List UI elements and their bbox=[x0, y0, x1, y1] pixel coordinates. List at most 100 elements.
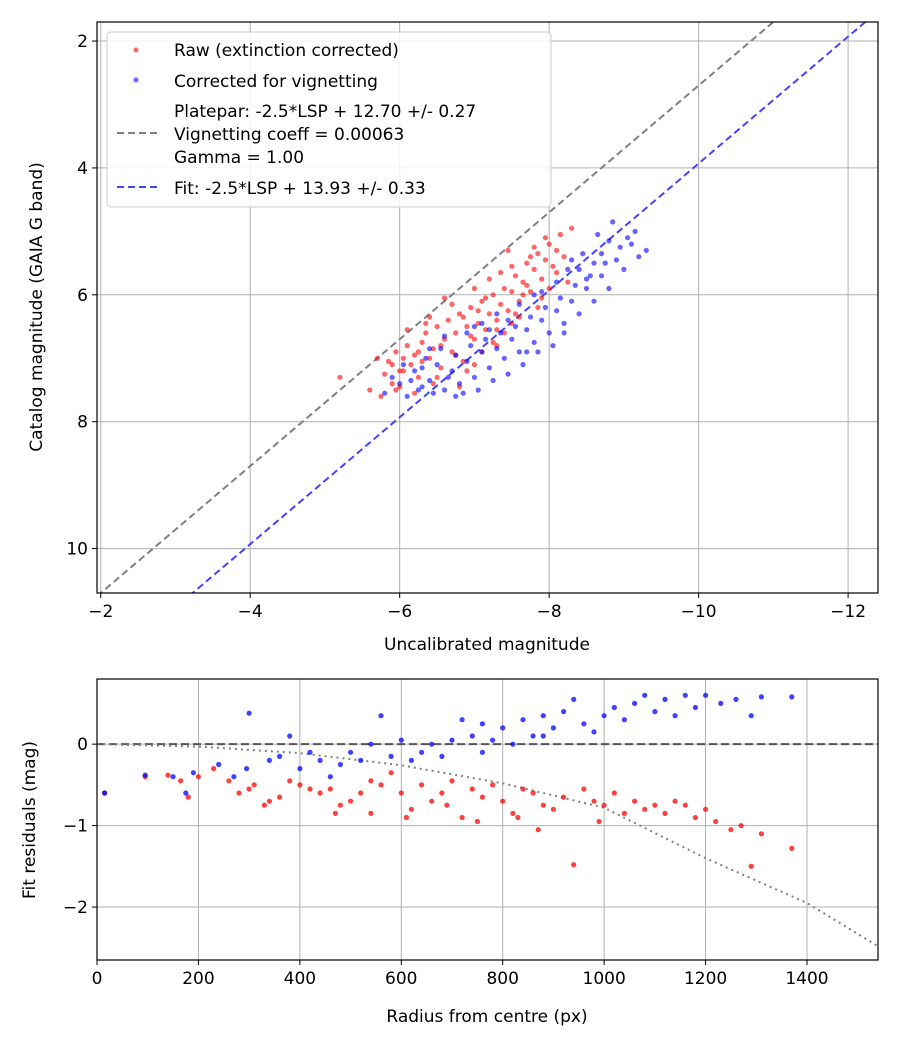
top-chart-point bbox=[572, 282, 578, 288]
bottom-chart-point bbox=[183, 790, 189, 796]
top-chart-point bbox=[385, 358, 392, 364]
bottom-chart-point bbox=[277, 753, 283, 760]
top-chart-point bbox=[423, 330, 429, 336]
bottom-chart-point bbox=[748, 863, 754, 869]
bottom-chart-point bbox=[178, 778, 184, 784]
top-chart-point bbox=[583, 285, 590, 292]
bottom-chart-y-tick-label: 0 bbox=[77, 735, 88, 755]
top-chart-point bbox=[531, 244, 537, 250]
bottom-chart-point bbox=[261, 802, 267, 808]
bottom-chart-point bbox=[419, 782, 425, 788]
top-chart-point bbox=[400, 355, 406, 361]
bottom-chart-series-raw bbox=[102, 766, 795, 869]
bottom-chart-x-tick-label: 1400 bbox=[785, 969, 828, 989]
bottom-chart-point bbox=[358, 790, 364, 796]
bottom-chart-point bbox=[317, 790, 323, 796]
bottom-chart-point bbox=[358, 757, 364, 764]
top-chart-point bbox=[595, 231, 601, 238]
top-chart-point bbox=[591, 298, 597, 304]
bottom-chart-series-corrected bbox=[102, 692, 795, 796]
legend-marker-raw bbox=[133, 47, 139, 53]
bottom-chart-point bbox=[231, 774, 237, 780]
top-chart-point bbox=[430, 381, 436, 387]
bottom-chart-point bbox=[287, 778, 293, 784]
bottom-chart-point bbox=[703, 806, 709, 812]
top-chart-point bbox=[542, 257, 549, 263]
bottom-chart-point bbox=[444, 802, 450, 808]
bottom-chart-point bbox=[277, 794, 283, 800]
bottom-chart-point bbox=[368, 810, 374, 817]
bottom-chart-point bbox=[398, 790, 404, 796]
top-chart-point bbox=[408, 362, 414, 368]
top-chart-point bbox=[524, 282, 530, 288]
top-chart-x-tick-label: −2 bbox=[88, 602, 113, 622]
bottom-chart-point bbox=[327, 786, 333, 792]
top-chart-point bbox=[412, 368, 418, 374]
bottom-chart-point bbox=[520, 717, 526, 723]
bottom-chart-point bbox=[266, 757, 272, 764]
bottom-chart-point bbox=[332, 810, 338, 817]
bottom-chart-vignetting-curve bbox=[97, 743, 878, 948]
top-chart-point bbox=[557, 295, 564, 301]
top-chart-point bbox=[546, 330, 552, 336]
bottom-chart-x-tick-label: 400 bbox=[284, 969, 316, 989]
top-chart-point bbox=[539, 317, 545, 323]
top-chart-point bbox=[524, 349, 530, 355]
top-chart-point bbox=[602, 260, 608, 266]
bottom-chart-point bbox=[520, 786, 526, 792]
legend-label-platepar-line1: Platepar: -2.5*LSP + 12.70 +/- 0.27 bbox=[174, 102, 476, 122]
top-chart-point bbox=[393, 349, 399, 355]
top-chart-point bbox=[569, 298, 575, 304]
top-chart: −2 −4 −6 −8 −10 −12 2 4 6 8 10 Uncalibrated magni… bbox=[27, 21, 879, 655]
top-chart-point bbox=[475, 320, 481, 326]
top-chart-y-tick-label: 8 bbox=[77, 413, 88, 433]
top-chart-point bbox=[486, 311, 492, 317]
top-chart-point bbox=[471, 285, 477, 292]
legend-label-raw: Raw (extinction corrected) bbox=[174, 41, 399, 61]
top-chart-point bbox=[445, 317, 451, 323]
top-chart-series-corrected bbox=[382, 219, 649, 399]
top-chart-y-tick-label: 6 bbox=[77, 286, 88, 306]
top-chart-x-tick-label: −12 bbox=[830, 602, 866, 622]
top-chart-point bbox=[539, 276, 545, 282]
top-chart-point bbox=[415, 374, 421, 380]
top-chart-point bbox=[378, 393, 384, 399]
top-chart-point bbox=[569, 257, 575, 263]
top-chart-point bbox=[550, 263, 556, 269]
bottom-chart-point bbox=[561, 709, 567, 715]
bottom-chart-reference-lines bbox=[97, 743, 878, 948]
top-chart-x-tick-label: −8 bbox=[537, 602, 562, 622]
top-chart-point bbox=[397, 381, 403, 387]
top-chart-point bbox=[524, 260, 530, 266]
top-chart-point bbox=[449, 301, 455, 307]
bottom-chart-x-tick-label: 200 bbox=[182, 969, 214, 989]
bottom-chart-point bbox=[246, 786, 252, 792]
bottom-chart-point bbox=[449, 737, 455, 743]
top-chart-point bbox=[453, 330, 459, 336]
bottom-chart-point bbox=[297, 766, 303, 772]
top-chart-point bbox=[374, 355, 380, 361]
top-chart-point bbox=[408, 377, 414, 384]
top-chart-point bbox=[527, 289, 534, 295]
bottom-chart-y-axis-label: Fit residuals (mag) bbox=[20, 741, 40, 899]
bottom-chart-point bbox=[611, 790, 617, 796]
top-chart-point bbox=[479, 320, 485, 326]
top-chart-point bbox=[550, 343, 556, 349]
top-chart-point bbox=[471, 362, 477, 368]
bottom-chart-point bbox=[632, 700, 638, 707]
top-chart-point bbox=[438, 346, 444, 352]
top-chart-point bbox=[486, 365, 492, 371]
top-chart-point bbox=[419, 384, 425, 390]
top-chart-point bbox=[505, 371, 511, 377]
bottom-chart-point bbox=[429, 798, 435, 804]
bottom-chart-point bbox=[317, 757, 323, 764]
top-chart-point bbox=[498, 301, 504, 307]
top-chart-point bbox=[561, 330, 567, 336]
bottom-chart-point bbox=[307, 786, 313, 792]
legend-box bbox=[106, 31, 552, 208]
bottom-chart-x-tick-label: 1200 bbox=[684, 969, 727, 989]
top-chart-point bbox=[449, 368, 455, 374]
top-chart-point bbox=[505, 317, 511, 323]
bottom-chart-point bbox=[398, 737, 404, 743]
top-chart-point bbox=[468, 304, 474, 311]
